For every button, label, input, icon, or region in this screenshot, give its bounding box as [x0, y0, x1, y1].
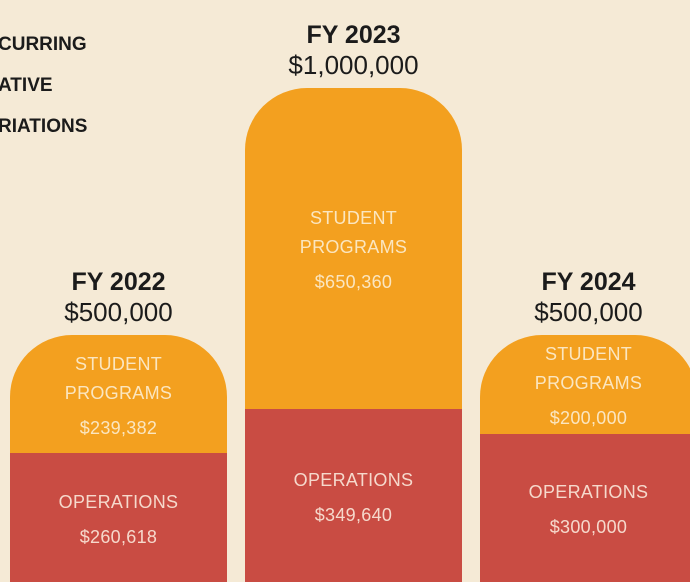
bar-segment: STUDENT PROGRAMS $200,000 [480, 335, 690, 434]
segment-name: OPERATIONS [528, 481, 649, 502]
stacked-bar: OPERATIONS $300,000 STUDENT PROGRAMS $200,0… [480, 335, 690, 582]
bar-segment: OPERATIONS $260,618 [10, 453, 227, 582]
total-label: $1,000,000 [288, 50, 419, 80]
bar-header: FY 2022 $500,000 [10, 267, 227, 327]
segment-value: $650,360 [314, 272, 393, 293]
segment-value: $349,640 [314, 504, 393, 525]
bar-segment: STUDENT PROGRAMS $239,382 [10, 335, 227, 454]
bar-segment: STUDENT PROGRAMS $650,360 [245, 88, 462, 410]
total-label: $500,000 [64, 297, 173, 327]
title-line: CURRING [0, 34, 87, 55]
title-line: RIATIONS [0, 116, 88, 137]
bar-segment: OPERATIONS $349,640 [245, 409, 462, 582]
title-line: ATIVE [0, 75, 53, 96]
segment-value: $300,000 [549, 516, 628, 537]
stacked-bar: OPERATIONS $349,640 STUDENT PROGRAMS $650,3… [245, 88, 462, 582]
bar-header: FY 2023 $1,000,000 [245, 20, 462, 80]
total-label: $500,000 [534, 297, 643, 327]
bar-header: FY 2024 $500,000 [480, 267, 690, 327]
segment-name: STUDENT PROGRAMS [534, 343, 643, 393]
segment-value: $239,382 [79, 417, 158, 438]
segment-value: $200,000 [549, 407, 628, 428]
segment-name: STUDENT PROGRAMS [64, 353, 173, 403]
category-label: FY 2024 [541, 268, 636, 296]
segment-value: $260,618 [79, 526, 158, 547]
category-label: FY 2022 [71, 268, 166, 296]
segment-name: STUDENT PROGRAMS [299, 208, 408, 258]
bar-segment: OPERATIONS $300,000 [480, 433, 690, 582]
segment-name: OPERATIONS [58, 491, 179, 512]
stacked-bar: OPERATIONS $260,618 STUDENT PROGRAMS $239,3… [10, 335, 227, 582]
category-label: FY 2023 [306, 21, 401, 49]
segment-name: OPERATIONS [293, 469, 414, 490]
